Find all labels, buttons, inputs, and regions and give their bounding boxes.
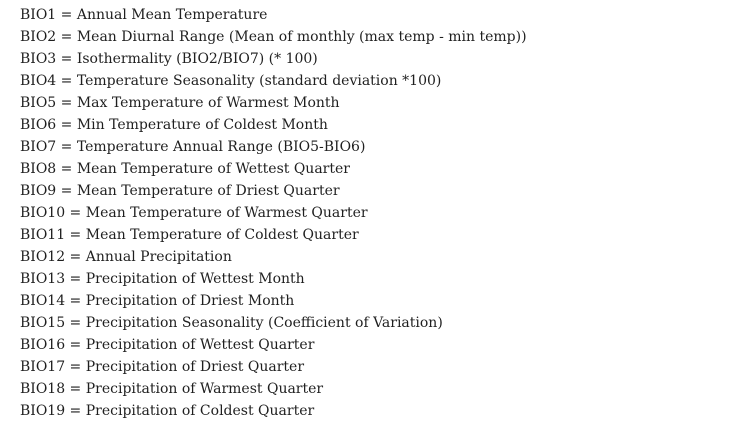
definition-bio17: BIO17 = Precipitation of Driest Quarter xyxy=(20,359,305,375)
definition-bio14: BIO14 = Precipitation of Driest Month xyxy=(20,293,295,309)
definition-bio11: BIO11 = Mean Temperature of Coldest Quar… xyxy=(20,227,359,243)
definition-bio4: BIO4 = Temperature Seasonality (standard… xyxy=(20,73,442,89)
definition-bio16: BIO16 = Precipitation of Wettest Quarter xyxy=(20,337,315,353)
definition-bio1: BIO1 = Annual Mean Temperature xyxy=(20,7,268,23)
definition-bio19: BIO19 = Precipitation of Coldest Quarter xyxy=(20,403,315,419)
definition-bio8: BIO8 = Mean Temperature of Wettest Quart… xyxy=(20,161,350,177)
definition-bio18: BIO18 = Precipitation of Warmest Quarter xyxy=(20,381,324,397)
definition-bio15: BIO15 = Precipitation Seasonality (Coeff… xyxy=(20,315,443,331)
definition-bio13: BIO13 = Precipitation of Wettest Month xyxy=(20,271,305,287)
definition-bio3: BIO3 = Isothermality (BIO2/BIO7) (* 100) xyxy=(20,51,318,67)
definition-bio12: BIO12 = Annual Precipitation xyxy=(20,249,232,265)
definition-bio6: BIO6 = Min Temperature of Coldest Month xyxy=(20,117,328,133)
definition-bio9: BIO9 = Mean Temperature of Driest Quarte… xyxy=(20,183,340,199)
definition-bio7: BIO7 = Temperature Annual Range (BIO5-BI… xyxy=(20,139,366,155)
definition-bio5: BIO5 = Max Temperature of Warmest Month xyxy=(20,95,340,111)
definition-bio10: BIO10 = Mean Temperature of Warmest Quar… xyxy=(20,205,368,221)
definition-bio2: BIO2 = Mean Diurnal Range (Mean of month… xyxy=(20,29,527,45)
bioclim-definitions-list: BIO1 = Annual Mean Temperature BIO2 = Me… xyxy=(20,4,735,422)
